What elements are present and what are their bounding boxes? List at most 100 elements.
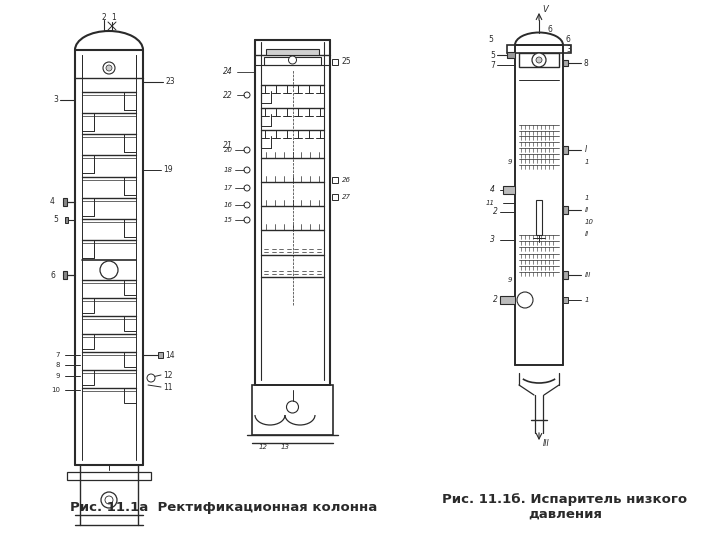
Text: 9: 9 bbox=[508, 277, 512, 283]
Bar bbox=[124, 134, 136, 152]
Text: 20: 20 bbox=[224, 147, 233, 153]
Text: 14: 14 bbox=[165, 350, 175, 360]
Circle shape bbox=[244, 185, 250, 191]
Text: 25: 25 bbox=[342, 57, 351, 66]
Text: 7: 7 bbox=[55, 352, 60, 358]
Circle shape bbox=[244, 92, 250, 98]
Bar bbox=[158, 352, 163, 358]
Text: II: II bbox=[585, 207, 589, 213]
Circle shape bbox=[517, 292, 533, 308]
Bar bbox=[503, 186, 515, 194]
Bar bbox=[332, 194, 338, 200]
Text: 18: 18 bbox=[224, 167, 233, 173]
Bar bbox=[519, 53, 559, 67]
Bar bbox=[124, 92, 136, 110]
Bar bbox=[252, 385, 333, 435]
Circle shape bbox=[101, 492, 117, 508]
Text: 1: 1 bbox=[112, 14, 117, 23]
Text: 5: 5 bbox=[490, 51, 495, 59]
Bar bbox=[82, 298, 94, 313]
Text: 12: 12 bbox=[258, 444, 268, 450]
Text: 9: 9 bbox=[55, 373, 60, 379]
Circle shape bbox=[103, 62, 115, 74]
Text: 1: 1 bbox=[585, 159, 590, 165]
Bar bbox=[63, 198, 67, 206]
Text: 21: 21 bbox=[223, 140, 233, 150]
Text: Рис. 11.1б. Испаритель низкого: Рис. 11.1б. Испаритель низкого bbox=[442, 494, 688, 507]
Bar bbox=[65, 217, 68, 223]
Circle shape bbox=[287, 401, 299, 413]
Text: 23: 23 bbox=[165, 78, 175, 86]
Circle shape bbox=[244, 202, 250, 208]
Circle shape bbox=[105, 496, 113, 504]
Bar bbox=[563, 206, 568, 214]
Bar bbox=[82, 113, 94, 131]
Text: 6: 6 bbox=[547, 25, 552, 35]
Text: 15: 15 bbox=[224, 217, 233, 223]
Text: I: I bbox=[585, 145, 588, 154]
Bar bbox=[124, 280, 136, 295]
Text: 11: 11 bbox=[163, 382, 173, 392]
Bar bbox=[266, 49, 319, 55]
Circle shape bbox=[536, 57, 542, 63]
Text: 6: 6 bbox=[50, 271, 55, 280]
Bar bbox=[67, 472, 151, 480]
Text: 24: 24 bbox=[223, 68, 233, 77]
Text: 9: 9 bbox=[508, 159, 512, 165]
Text: 3: 3 bbox=[490, 235, 495, 245]
Bar bbox=[124, 219, 136, 237]
Text: 2: 2 bbox=[102, 12, 107, 22]
Text: давления: давления bbox=[528, 508, 602, 521]
Text: 5: 5 bbox=[53, 215, 58, 225]
Bar bbox=[507, 45, 571, 53]
Bar bbox=[63, 271, 67, 279]
Text: 4: 4 bbox=[490, 186, 495, 194]
Text: 2: 2 bbox=[493, 207, 498, 217]
Text: 3: 3 bbox=[566, 45, 571, 55]
Bar bbox=[332, 59, 338, 65]
Text: 16: 16 bbox=[224, 202, 233, 208]
Bar bbox=[124, 352, 136, 367]
Circle shape bbox=[289, 56, 297, 64]
Text: 7: 7 bbox=[490, 60, 495, 70]
Bar bbox=[563, 271, 568, 279]
Circle shape bbox=[244, 167, 250, 173]
Bar bbox=[82, 334, 94, 349]
Text: II: II bbox=[585, 231, 589, 237]
Text: V: V bbox=[542, 5, 548, 15]
Text: 1: 1 bbox=[585, 297, 590, 303]
Bar bbox=[332, 177, 338, 183]
Bar bbox=[82, 370, 94, 385]
Text: 8: 8 bbox=[55, 362, 60, 368]
Text: 5: 5 bbox=[488, 36, 493, 44]
Bar bbox=[124, 388, 136, 403]
Text: 8: 8 bbox=[583, 58, 588, 68]
Text: 13: 13 bbox=[281, 444, 289, 450]
Circle shape bbox=[100, 261, 118, 279]
Text: 27: 27 bbox=[342, 194, 351, 200]
Text: III: III bbox=[585, 272, 591, 278]
Bar bbox=[507, 52, 515, 58]
Bar bbox=[264, 57, 321, 65]
Text: 2: 2 bbox=[493, 295, 498, 305]
Text: 22: 22 bbox=[223, 91, 233, 99]
Text: 10: 10 bbox=[51, 387, 60, 393]
Circle shape bbox=[244, 217, 250, 223]
Text: 1: 1 bbox=[585, 195, 590, 201]
Bar bbox=[124, 316, 136, 331]
Bar bbox=[124, 177, 136, 195]
Bar bbox=[563, 146, 568, 154]
Text: 17: 17 bbox=[224, 185, 233, 191]
Text: 6: 6 bbox=[566, 36, 571, 44]
Bar bbox=[82, 240, 94, 258]
Circle shape bbox=[106, 65, 112, 71]
Text: 26: 26 bbox=[342, 177, 351, 183]
Text: Рис. 11.1а  Ректификационная колонна: Рис. 11.1а Ректификационная колонна bbox=[70, 502, 377, 515]
Bar bbox=[82, 198, 94, 216]
Bar bbox=[563, 297, 568, 303]
Circle shape bbox=[147, 374, 155, 382]
Text: III: III bbox=[543, 438, 550, 448]
Text: 3: 3 bbox=[53, 96, 58, 105]
Circle shape bbox=[244, 147, 250, 153]
Text: 11: 11 bbox=[486, 200, 495, 206]
